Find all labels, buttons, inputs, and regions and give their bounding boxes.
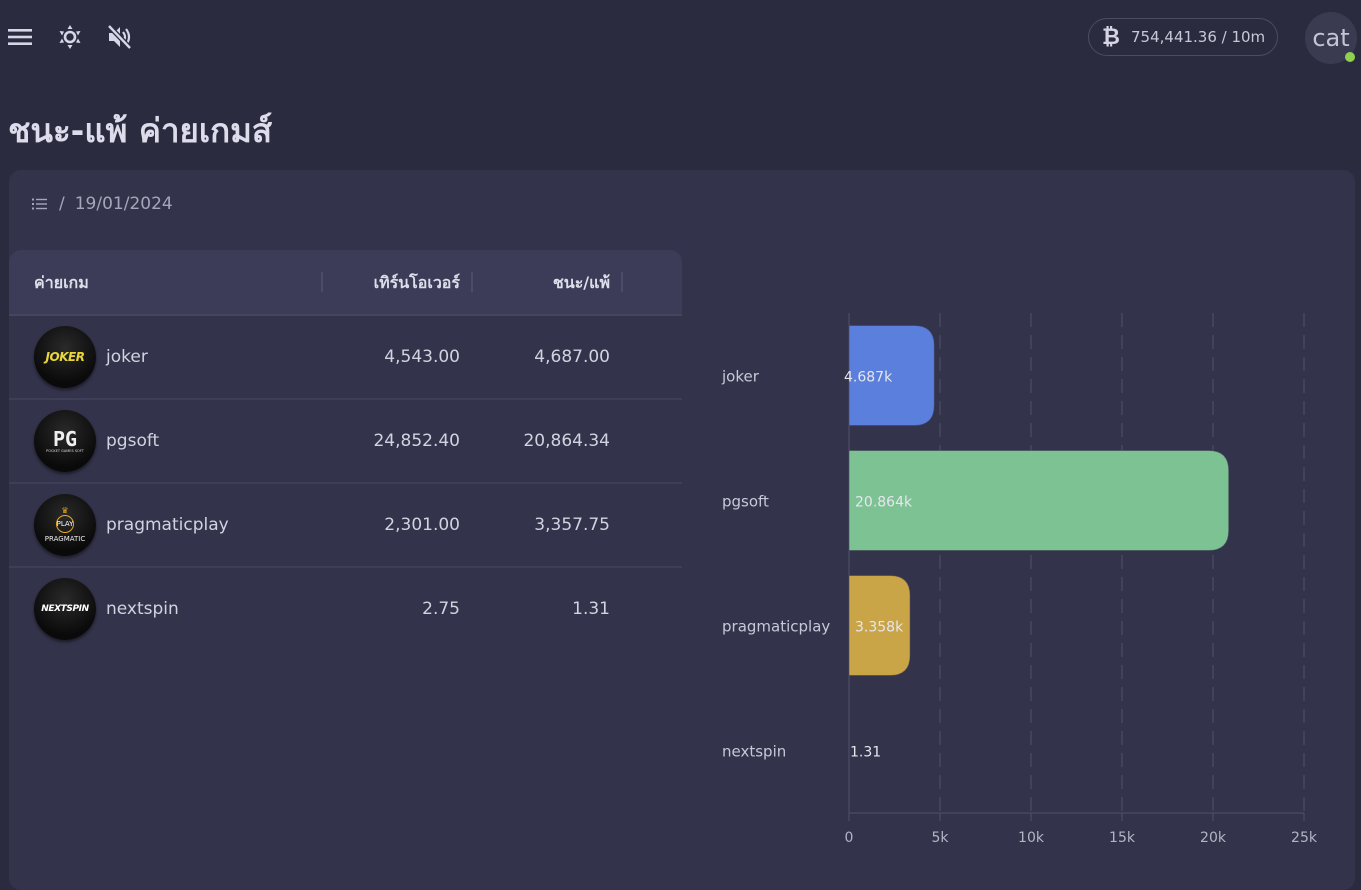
turnover-value: 24,852.40 (373, 431, 460, 451)
breadcrumb-date[interactable]: 19/01/2024 (74, 194, 173, 214)
column-resize-handle[interactable] (621, 272, 623, 292)
volume-mute-icon (107, 24, 132, 50)
avatar-text: cat (1312, 24, 1350, 52)
list-icon[interactable] (31, 195, 49, 213)
nextspin-logo: NEXTSPIN (34, 578, 96, 640)
balance-value: 754,441.36 / 10m (1131, 28, 1266, 46)
balance-display[interactable]: ₿ 754,441.36 / 10m (1088, 18, 1278, 56)
logo-text: JOKER (45, 350, 85, 364)
online-status-indicator (1345, 52, 1355, 62)
turnover-value: 2.75 (422, 599, 460, 619)
crown-icon: ♛ (61, 506, 69, 515)
logo-text: PG (52, 426, 78, 451)
winloss-value: 20,864.34 (523, 431, 610, 451)
breadcrumb-separator: / (59, 194, 65, 214)
turnover-value: 4,543.00 (384, 347, 460, 367)
menu-button[interactable] (3, 20, 37, 54)
logo-text: NEXTSPIN (41, 604, 89, 614)
turnover-value: 2,301.00 (384, 515, 460, 535)
winloss-value: 3,357.75 (534, 515, 610, 535)
breadcrumb: / 19/01/2024 (31, 194, 173, 214)
theme-toggle-button[interactable] (53, 20, 87, 54)
column-resize-handle[interactable] (321, 272, 323, 292)
sound-toggle-button[interactable] (103, 20, 137, 54)
brightness-icon (59, 25, 81, 49)
logo-subtext: POCKET GAMES SOFT (46, 448, 84, 453)
top-bar: ₿ 754,441.36 / 10m cat (0, 0, 1361, 76)
winloss-value: 4,687.00 (534, 347, 610, 367)
column-header-winloss[interactable]: ชนะ/แพ้ (552, 272, 610, 292)
pragmaticplay-logo: ♛ PLAY PRAGMATIC (34, 494, 96, 556)
avatar[interactable]: cat (1305, 12, 1357, 64)
pgsoft-logo: PG POCKET GAMES SOFT (34, 410, 96, 472)
provider-name: joker (106, 347, 148, 367)
bitcoin-icon: ₿ (1102, 25, 1120, 50)
table-header: ค่ายเกม เทิร์นโอเวอร์ ชนะ/แพ้ (9, 250, 682, 316)
table-row[interactable]: ♛ PLAY PRAGMATIC pragmaticplay 2,301.00 … (9, 484, 682, 568)
table-row[interactable]: PG POCKET GAMES SOFT pgsoft 24,852.40 20… (9, 400, 682, 484)
provider-name: pragmaticplay (106, 515, 229, 535)
provider-name: nextspin (106, 599, 179, 619)
column-header-provider[interactable]: ค่ายเกม (34, 272, 89, 292)
provider-name: pgsoft (106, 431, 160, 451)
table-row[interactable]: NEXTSPIN nextspin 2.75 1.31 (9, 568, 682, 652)
page-title: ชนะ-แพ้ ค่ายเกมส์ (8, 111, 272, 150)
logo-subtext: PRAGMATIC (44, 535, 86, 543)
menu-icon (8, 29, 32, 45)
joker-logo: JOKER (34, 326, 96, 388)
table-row[interactable]: JOKER joker 4,543.00 4,687.00 (9, 316, 682, 400)
logo-text: PLAY (56, 515, 74, 533)
winloss-value: 1.31 (572, 599, 610, 619)
column-header-turnover[interactable]: เทิร์นโอเวอร์ (373, 272, 460, 292)
column-resize-handle[interactable] (471, 272, 473, 292)
report-card: / 19/01/2024 ค่ายเกม เทิร์นโอเวอร์ ชนะ/แ… (9, 170, 1355, 890)
provider-table: ค่ายเกม เทิร์นโอเวอร์ ชนะ/แพ้ JOKER joke… (9, 250, 682, 652)
